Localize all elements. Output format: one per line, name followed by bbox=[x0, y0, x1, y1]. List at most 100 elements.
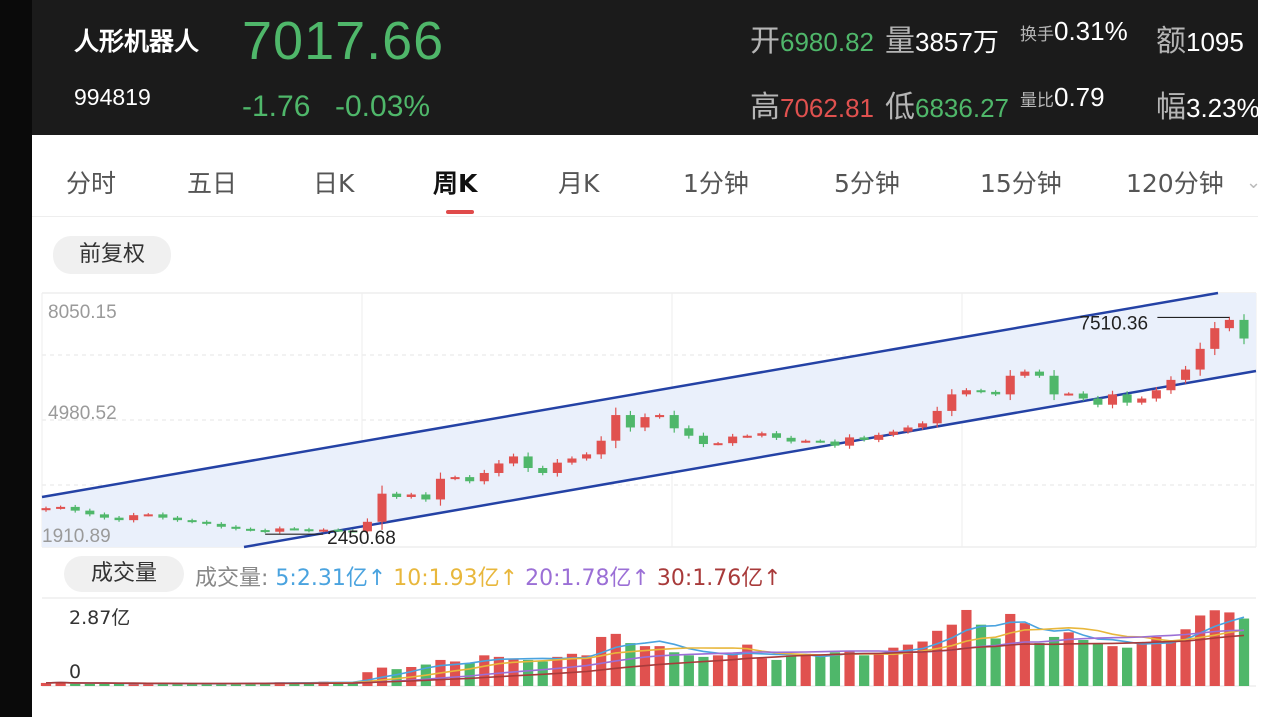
index-name: 人形机器人 bbox=[74, 27, 200, 56]
channel-upper-line bbox=[41, 291, 1219, 499]
volume-bar bbox=[230, 683, 242, 686]
adjust-mode-button[interactable]: 前复权 bbox=[53, 236, 171, 274]
amount-stat: 额1095 bbox=[1156, 24, 1244, 59]
volume-bar bbox=[1092, 643, 1104, 686]
volume-bar bbox=[610, 633, 621, 686]
volume-bar bbox=[917, 641, 928, 686]
candle-body bbox=[771, 433, 782, 438]
volume-bar bbox=[84, 683, 95, 686]
candle-body bbox=[1195, 348, 1205, 370]
candle-body bbox=[129, 515, 139, 521]
quote-header: 人形机器人 994819 7017.66 -1.76 -0.03% 开6980.… bbox=[32, 0, 1258, 135]
low-stat: 低6836.27 bbox=[885, 90, 1009, 125]
candle-body bbox=[1181, 369, 1191, 380]
candle-body bbox=[435, 478, 445, 500]
volume-bar bbox=[99, 683, 110, 686]
volume-bar bbox=[216, 683, 227, 686]
candle-body bbox=[56, 506, 66, 509]
volume-bar bbox=[1048, 636, 1060, 686]
tab-15min[interactable]: 15分钟 bbox=[980, 169, 1062, 198]
candle-body bbox=[728, 436, 738, 444]
ma5-value: 5:2.31亿↑ bbox=[275, 566, 387, 591]
candle-body bbox=[801, 440, 811, 443]
screen-edge bbox=[1258, 0, 1280, 717]
candle-body bbox=[1107, 394, 1118, 405]
candle-body bbox=[830, 441, 840, 446]
price-change-pct: -0.03% bbox=[335, 90, 431, 123]
candle-body bbox=[888, 431, 898, 435]
volume-legend: 成交量: 5:2.31亿↑ 10:1.93亿↑ 20:1.78亿↑ 30:1.7… bbox=[195, 560, 782, 592]
tab-weekly-k[interactable]: 周K bbox=[433, 169, 478, 198]
candle-body bbox=[596, 440, 606, 455]
tab-daily-k[interactable]: 日K bbox=[313, 169, 355, 198]
volume-ratio-stat: 量比0.79 bbox=[1020, 82, 1105, 112]
tab-intraday[interactable]: 分时 bbox=[66, 169, 117, 198]
volume-bar bbox=[1034, 643, 1045, 686]
volume-bar bbox=[449, 661, 461, 686]
volume-bar bbox=[143, 683, 154, 686]
tab-five-day[interactable]: 五日 bbox=[187, 169, 238, 198]
price-axis-top: 8050.15 bbox=[48, 302, 117, 323]
volume-bar bbox=[1136, 643, 1147, 686]
candle-body bbox=[961, 390, 971, 395]
volume-bar bbox=[1005, 613, 1016, 686]
volume-bar bbox=[347, 682, 358, 686]
volume-bar bbox=[303, 682, 315, 686]
candle-body bbox=[698, 435, 708, 445]
candle-body bbox=[231, 526, 241, 529]
volume-bar bbox=[873, 653, 884, 686]
volume-bar bbox=[70, 683, 81, 686]
volume-bar bbox=[333, 682, 344, 686]
volume-bar bbox=[1180, 629, 1191, 686]
candle-body bbox=[655, 415, 665, 418]
volume-bar bbox=[1122, 647, 1133, 686]
candle-body bbox=[1020, 371, 1030, 376]
candle-body bbox=[304, 529, 314, 532]
candle-body bbox=[508, 456, 519, 464]
chevron-down-icon[interactable]: ⌄ bbox=[1246, 172, 1258, 193]
candle-body bbox=[260, 530, 270, 533]
candle-body bbox=[158, 514, 168, 518]
volume-bar bbox=[186, 683, 198, 686]
ma10-value: 10:1.93亿↑ bbox=[393, 566, 519, 591]
volume-bar bbox=[362, 672, 373, 686]
candle-body bbox=[289, 528, 299, 531]
volume-bar bbox=[756, 658, 767, 686]
candle-body bbox=[421, 494, 431, 500]
volume-bar bbox=[800, 653, 811, 686]
candle-body bbox=[859, 437, 869, 440]
volume-bar bbox=[785, 655, 797, 686]
kline-chart: 7510.36 2450.68 8050.15 4980.52 1910.89 … bbox=[40, 291, 1257, 687]
candle-body bbox=[947, 394, 957, 411]
candle-body bbox=[494, 463, 504, 473]
period-tabs: 分时 五日 日K 周K 月K 1分钟 5分钟 15分钟 120分钟 ⌄ bbox=[32, 150, 1258, 217]
volume-bar bbox=[566, 653, 578, 686]
tab-120min[interactable]: 120分钟 bbox=[1126, 169, 1224, 198]
candle-body bbox=[1034, 371, 1044, 376]
volume-bar bbox=[1063, 632, 1074, 686]
volume-bar bbox=[1195, 615, 1206, 686]
candle-body bbox=[479, 472, 489, 482]
candle-body bbox=[713, 443, 723, 446]
candle-body bbox=[640, 417, 650, 428]
candle-body bbox=[70, 506, 80, 511]
candle-body bbox=[450, 477, 460, 480]
candle-body bbox=[202, 521, 212, 524]
volume-bar bbox=[157, 683, 168, 686]
candle-body bbox=[786, 437, 796, 442]
tab-monthly-k[interactable]: 月K bbox=[558, 169, 600, 198]
candle-body bbox=[1122, 394, 1132, 403]
ma30-line bbox=[45, 634, 1245, 685]
candle-body bbox=[611, 415, 621, 441]
volume-legend-prefix: 成交量: bbox=[195, 566, 269, 591]
volume-bar bbox=[596, 636, 607, 686]
candle-body bbox=[187, 520, 197, 523]
candle-body bbox=[523, 456, 533, 469]
price-axis-bottom: 1910.89 bbox=[42, 526, 111, 547]
volume-bar bbox=[815, 655, 826, 686]
volume-bar bbox=[1165, 640, 1177, 686]
candle-body bbox=[1210, 328, 1220, 349]
volume-indicator-button[interactable]: 成交量 bbox=[64, 556, 184, 592]
tab-5min[interactable]: 5分钟 bbox=[834, 169, 900, 198]
tab-1min[interactable]: 1分钟 bbox=[683, 169, 749, 198]
